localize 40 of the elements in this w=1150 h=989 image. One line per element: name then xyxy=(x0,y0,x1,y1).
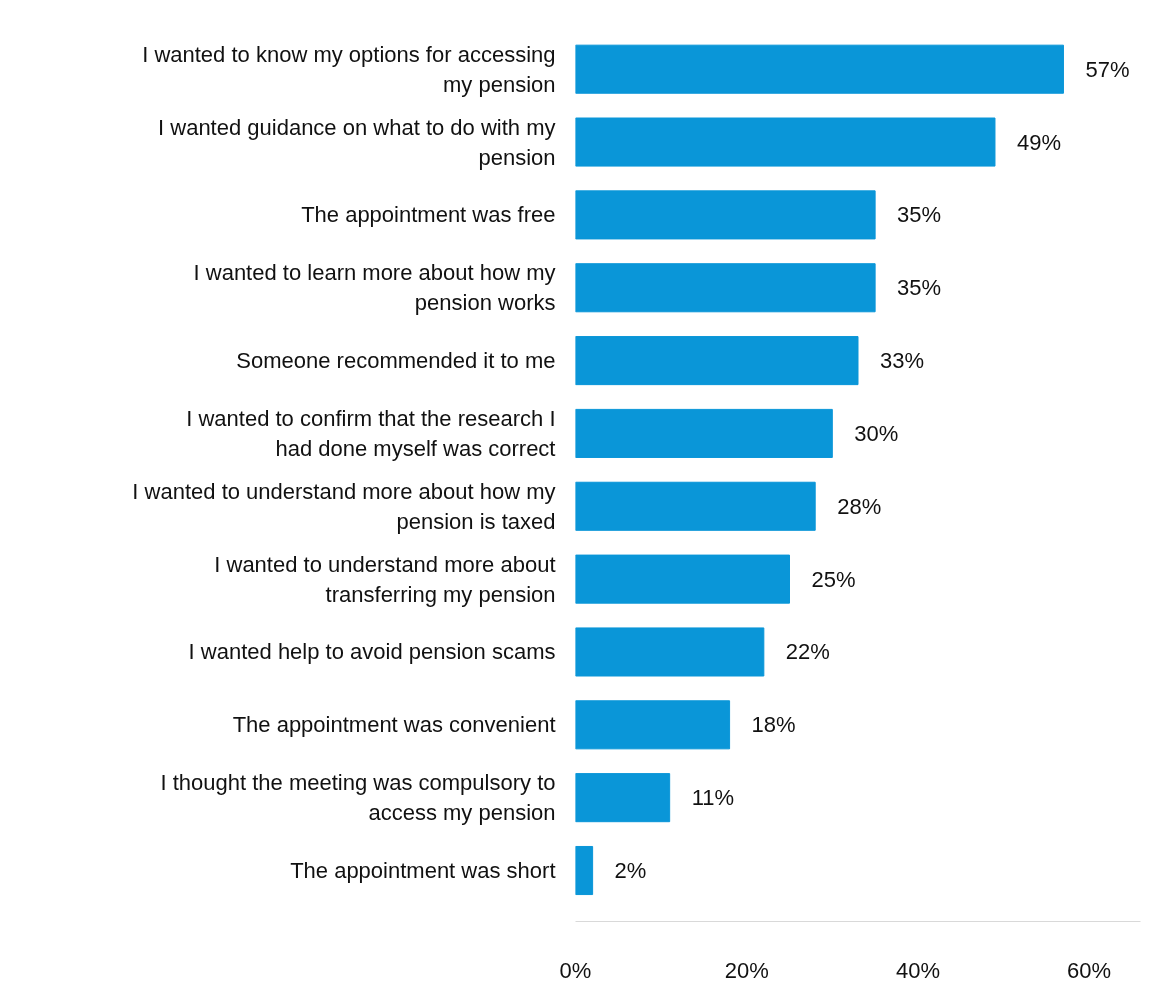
x-tick-label: 20% xyxy=(724,957,769,983)
bar xyxy=(575,627,765,677)
x-tick-label: 60% xyxy=(1067,957,1112,983)
y-tick-label: I wanted to learn more about how my pension works xyxy=(193,260,556,316)
y-tick-label: I wanted to understand more about transferring my pension xyxy=(214,551,556,607)
data-label: 30% xyxy=(854,420,899,446)
y-tick-label: The appointment was convenient xyxy=(232,712,556,738)
y-tick-label: I wanted guidance on what to do with my pension xyxy=(158,114,556,170)
data-label: 22% xyxy=(785,639,830,665)
x-tick-label: 40% xyxy=(895,957,940,983)
bar xyxy=(575,554,791,604)
y-tick-label: I wanted to know my options for accessing my pension xyxy=(142,41,556,97)
data-label: 25% xyxy=(811,566,856,592)
data-label: 2% xyxy=(614,858,647,884)
y-tick-label: I thought the meeting was compulsory to access my pension xyxy=(160,770,556,826)
y-tick-label: I wanted help to avoid pension scams xyxy=(188,639,556,665)
data-label: 35% xyxy=(897,275,942,301)
bar xyxy=(575,408,833,458)
bar xyxy=(575,700,731,750)
bar xyxy=(575,117,996,167)
bar xyxy=(575,845,594,896)
data-label: 57% xyxy=(1085,56,1130,82)
bar xyxy=(575,773,671,823)
data-label: 28% xyxy=(837,493,882,519)
y-tick-label: Someone recommended it to me xyxy=(236,348,556,374)
data-label: 35% xyxy=(897,202,942,228)
y-tick-label: I wanted to understand more about how my pension is taxed xyxy=(132,478,556,534)
data-label: 18% xyxy=(751,712,796,738)
bar xyxy=(575,190,876,240)
data-label: 49% xyxy=(1016,129,1062,155)
y-tick-label: The appointment was short xyxy=(290,858,556,884)
bar xyxy=(575,263,876,313)
bar xyxy=(575,481,816,531)
x-tick-label: 0% xyxy=(559,957,592,983)
bar xyxy=(575,44,1064,94)
bar xyxy=(575,336,859,386)
data-label: 11% xyxy=(691,785,735,811)
y-tick-label: The appointment was free xyxy=(301,202,556,228)
data-label: 33% xyxy=(880,348,925,374)
y-tick-label: I wanted to confirm that the research I had done myself was correct xyxy=(186,405,556,461)
